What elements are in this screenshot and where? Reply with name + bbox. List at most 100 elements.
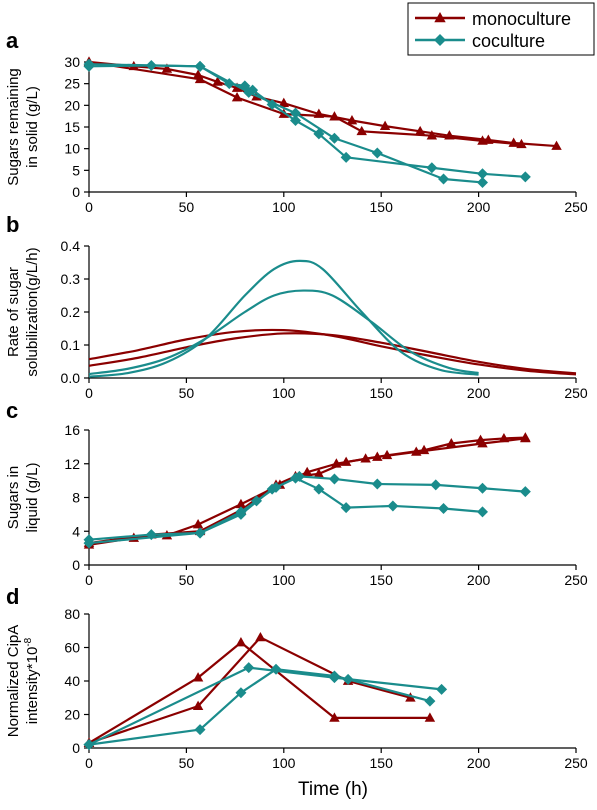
y-tick-label: 0	[72, 184, 80, 200]
y-tick-label: 25	[64, 76, 80, 92]
panel-c: 0 4 8 12 16 0 50 100 150 200 250 Sugars in liquid (g…	[5, 422, 588, 588]
data-point-diamond	[328, 473, 340, 485]
series-line-a-monoculture-0	[88, 60, 557, 148]
data-point-diamond	[313, 483, 325, 495]
data-point-diamond	[424, 695, 436, 707]
legend-marker-coculture	[434, 34, 446, 46]
x-tick-label: 200	[467, 572, 491, 588]
series-line-b-coculture-3	[88, 289, 479, 376]
data-point-diamond	[438, 502, 450, 514]
x-tick-label: 250	[564, 755, 588, 771]
data-point-diamond	[235, 687, 247, 699]
data-point-triangle	[231, 92, 243, 102]
data-point-triangle	[426, 130, 438, 140]
data-point-triangle	[520, 432, 531, 443]
data-point-diamond	[194, 60, 206, 72]
x-tick-label: 50	[179, 755, 195, 771]
y-tick-label: 4	[72, 523, 80, 539]
panel-label-c: c	[6, 398, 18, 423]
x-tick-label: 200	[467, 385, 491, 401]
y-tick-label: 20	[64, 97, 80, 113]
data-point-diamond	[371, 147, 383, 159]
data-point-triangle	[278, 97, 290, 108]
data-point-diamond	[438, 173, 450, 185]
data-point-triangle	[379, 120, 391, 130]
panel-d: 0 20 40 60 80 0 50 100 150 200 250 Normalized CipA i…	[5, 606, 588, 771]
data-point-diamond	[328, 132, 340, 144]
data-point-triangle	[212, 76, 223, 86]
x-tick-label: 0	[85, 755, 93, 771]
panel-label-a: a	[6, 28, 19, 53]
data-point-diamond	[235, 508, 247, 520]
legend-label-coculture: coculture	[472, 31, 545, 51]
x-tick-label: 100	[272, 199, 296, 215]
x-tick-label: 150	[370, 385, 394, 401]
data-point-triangle	[356, 125, 367, 136]
data-point-diamond	[289, 472, 301, 484]
data-point-triangle	[329, 111, 340, 121]
series-line-d-coculture-2	[88, 666, 442, 746]
data-point-triangle	[477, 438, 488, 448]
x-tick-label: 50	[179, 385, 195, 401]
y-tick-label: 5	[72, 162, 80, 178]
series-line-a-monoculture-1	[88, 60, 522, 146]
data-point-triangle	[194, 73, 206, 84]
data-point-diamond	[340, 151, 352, 163]
y-tick-label: 8	[72, 490, 80, 506]
y-axis-title-d: Normalized CipA intensity*10-8	[5, 625, 41, 738]
x-tick-label: 250	[564, 572, 588, 588]
data-point-diamond	[340, 502, 352, 514]
data-point-diamond	[83, 537, 95, 549]
y-tick-label: 0.2	[61, 304, 81, 320]
data-point-triangle	[192, 672, 204, 682]
y-tick-label: 40	[64, 673, 80, 689]
x-axis-title: Time (h)	[298, 779, 368, 800]
y-tick-label: 60	[64, 640, 80, 656]
data-point-triangle	[516, 138, 527, 149]
panel-label-b: b	[6, 212, 19, 237]
legend-box	[407, 2, 595, 56]
data-point-triangle	[414, 125, 426, 136]
x-tick-label: 200	[467, 755, 491, 771]
data-point-diamond	[519, 171, 531, 183]
data-point-diamond	[436, 683, 448, 695]
x-tick-label: 250	[564, 199, 588, 215]
data-point-diamond	[387, 500, 399, 512]
x-tick-label: 50	[179, 199, 195, 215]
data-point-triangle	[340, 456, 352, 466]
x-tick-label: 150	[370, 572, 394, 588]
data-point-diamond	[266, 483, 278, 495]
y-tick-label: 30	[64, 54, 80, 70]
data-point-diamond	[371, 478, 383, 490]
x-tick-label: 150	[370, 199, 394, 215]
y-tick-label: 80	[64, 606, 80, 622]
data-point-triangle	[424, 712, 436, 722]
series-line-d-coculture-3	[88, 668, 431, 746]
legend-label-monoculture: monoculture	[472, 9, 571, 29]
data-point-diamond	[426, 162, 438, 174]
y-tick-label: 0	[72, 557, 80, 573]
data-point-triangle	[551, 140, 562, 150]
data-point-diamond	[83, 58, 95, 70]
data-point-triangle	[477, 135, 488, 145]
y-tick-label: 0.0	[61, 370, 81, 386]
data-point-triangle	[411, 446, 422, 456]
series-line-c-coculture-2	[88, 475, 526, 541]
x-tick-label: 250	[564, 385, 588, 401]
y-tick-label: 15	[64, 119, 80, 135]
data-point-diamond	[194, 527, 206, 539]
data-point-triangle	[301, 466, 313, 477]
data-point-triangle	[161, 63, 173, 73]
data-point-triangle	[255, 631, 266, 642]
data-point-diamond	[243, 662, 255, 674]
panel-b: 0.0 0.1 0.2 0.3 0.4 0 50 100 150 200 250 Rate of su…	[5, 238, 588, 401]
x-tick-label: 200	[467, 199, 491, 215]
x-tick-label: 100	[272, 572, 296, 588]
legend: monoculture coculture	[407, 2, 595, 56]
data-point-triangle	[235, 636, 247, 647]
data-point-triangle	[192, 700, 204, 710]
x-tick-label: 100	[272, 385, 296, 401]
data-point-diamond	[342, 673, 354, 685]
y-axis-title-a: Sugars remaining in solid (g/L)	[5, 68, 41, 186]
